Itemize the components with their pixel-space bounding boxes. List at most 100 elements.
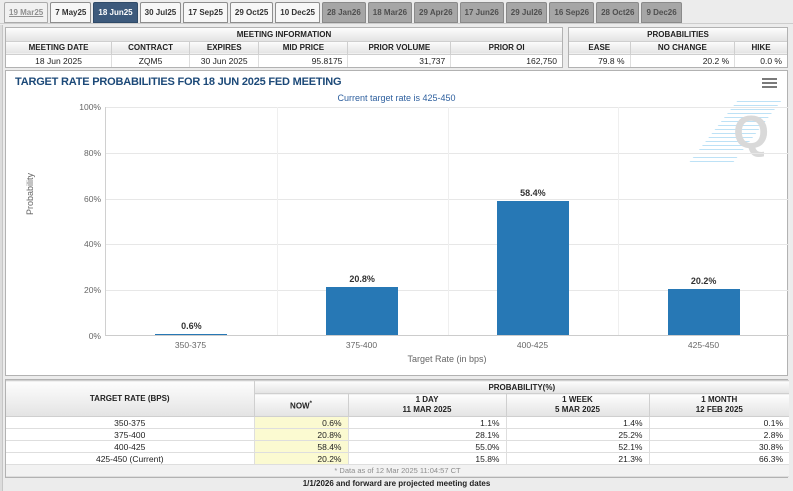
one-day-cell: 55.0% xyxy=(347,440,507,453)
table-row: 375-400 20.8% 28.1% 25.2% 2.8% xyxy=(6,428,790,441)
bar-slot-375-400: 20.8% xyxy=(277,107,448,335)
probability-history-panel: TARGET RATE (BPS) PROBABILITY(%) NOW* 1 … xyxy=(5,379,790,478)
ease-value: 79.8 % xyxy=(569,53,631,67)
bar-375-400[interactable] xyxy=(326,287,399,335)
x-axis-categories: 350-375 375-400 400-425 425-450 xyxy=(105,340,789,350)
col-no-change: NO CHANGE xyxy=(629,41,736,55)
bar-slot-350-375: 0.6% xyxy=(106,107,277,335)
probabilities-title: PROBABILITIES xyxy=(569,28,787,42)
now-cell: 20.2% xyxy=(253,452,349,465)
tab-28-jan26[interactable]: 28 Jan26 xyxy=(321,2,366,23)
one-month-cell: 0.1% xyxy=(648,416,790,429)
one-month-cell: 30.8% xyxy=(648,440,790,453)
x-axis-label: Target Rate (in bps) xyxy=(407,354,487,364)
mid-price-value: 95.8175 xyxy=(258,53,349,67)
table-row: 425-450 (Current) 20.2% 15.8% 21.3% 66.3… xyxy=(6,452,790,465)
data-as-of-footnote: * Data as of 12 Mar 2025 11:04:57 CT xyxy=(6,464,790,477)
bar-value-label: 0.6% xyxy=(181,320,202,331)
tab-17-jun26[interactable]: 17 Jun26 xyxy=(459,2,504,23)
left-gutter xyxy=(0,25,3,491)
col-now: NOW* xyxy=(254,393,349,417)
table-row: 350-375 0.6% 1.1% 1.4% 0.1% xyxy=(6,416,790,429)
tab-28-oct26[interactable]: 28 Oct26 xyxy=(596,2,640,23)
xtick-350-375: 350-375 xyxy=(174,340,207,350)
chart-menu-hamburger-icon[interactable] xyxy=(762,78,777,90)
now-footnote-marker: * xyxy=(309,400,312,407)
col-prior-volume: PRIOR VOLUME xyxy=(347,41,452,55)
chart-subtitle: Current target rate is 425-450 xyxy=(337,93,456,103)
tab-16-sep26[interactable]: 16 Sep26 xyxy=(549,2,595,23)
now-cell: 0.6% xyxy=(253,416,349,429)
col-1-day: 1 DAY 11 MAR 2025 xyxy=(347,393,507,417)
meeting-information-title: MEETING INFORMATION xyxy=(6,28,562,42)
tab-7-may25[interactable]: 7 May25 xyxy=(50,2,92,23)
bar-slot-400-425: 58.4% xyxy=(448,107,619,335)
col-mid-price: MID PRICE xyxy=(258,41,349,55)
col-1-week: 1 WEEK 5 MAR 2025 xyxy=(505,393,650,417)
now-cell: 20.8% xyxy=(253,428,349,441)
one-day-cell: 15.8% xyxy=(347,452,507,465)
tab-29-jul26[interactable]: 29 Jul26 xyxy=(505,2,548,23)
bar-425-450[interactable] xyxy=(667,288,740,335)
ytick-0: 0% xyxy=(88,331,101,341)
tab-9-dec26[interactable]: 9 Dec26 xyxy=(641,2,682,23)
col-group-probability: PROBABILITY(%) xyxy=(253,380,790,394)
rate-cell: 400-425 xyxy=(6,440,255,453)
quikstrike-q-watermark-icon: Q xyxy=(688,101,782,165)
no-change-value: 20.2 % xyxy=(629,53,736,67)
one-week-cell: 21.3% xyxy=(505,452,650,465)
bar-400-425[interactable] xyxy=(496,201,569,335)
contract-value: ZQM5 xyxy=(111,53,190,67)
meeting-date-tabbar: 19 Mar25 7 May25 18 Jun25 30 Jul25 17 Se… xyxy=(4,2,682,23)
col-target-rate-bps: TARGET RATE (BPS) xyxy=(6,380,255,417)
one-week-cell: 52.1% xyxy=(505,440,650,453)
tab-30-jul25[interactable]: 30 Jul25 xyxy=(139,2,182,23)
y-axis-label: Probability xyxy=(25,172,35,216)
ytick-20: 20% xyxy=(83,285,101,295)
meeting-information-panel: MEETING INFORMATION MEETING DATE CONTRAC… xyxy=(5,27,563,68)
projected-dates-note: 1/1/2026 and forward are projected meeti… xyxy=(302,479,491,488)
ytick-60: 60% xyxy=(83,194,101,204)
one-week-cell: 1.4% xyxy=(505,416,650,429)
plot-area: 0.6% 20.8% 58.4% 20.2% xyxy=(105,107,790,336)
bar-value-label: 58.4% xyxy=(520,188,546,199)
one-day-cell: 28.1% xyxy=(347,428,507,441)
tab-29-oct25[interactable]: 29 Oct25 xyxy=(229,2,274,23)
xtick-400-425: 400-425 xyxy=(516,340,549,350)
col-1-month: 1 MONTH 12 FEB 2025 xyxy=(648,393,790,417)
vgridline-1 xyxy=(276,107,278,335)
bar-series: 0.6% 20.8% 58.4% 20.2% xyxy=(106,107,789,335)
now-cell: 58.4% xyxy=(253,440,349,453)
tab-19-mar25[interactable]: 19 Mar25 xyxy=(4,2,49,23)
col-meeting-date: MEETING DATE xyxy=(6,41,113,55)
rate-cell: 425-450 (Current) xyxy=(6,452,255,465)
meeting-date-value: 18 Jun 2025 xyxy=(6,53,113,67)
ytick-40: 40% xyxy=(83,239,101,249)
bar-value-label: 20.2% xyxy=(690,275,717,286)
tab-10-dec25[interactable]: 10 Dec25 xyxy=(275,2,320,23)
tab-18-mar26[interactable]: 18 Mar26 xyxy=(367,2,413,23)
target-rate-chart-panel: TARGET RATE PROBABILITIES FOR 18 JUN 202… xyxy=(5,70,790,376)
one-day-cell: 1.1% xyxy=(347,416,507,429)
expires-value: 30 Jun 2025 xyxy=(188,53,260,67)
one-month-cell: 2.8% xyxy=(648,428,790,441)
table-row: 400-425 58.4% 55.0% 52.1% 30.8% xyxy=(6,440,790,453)
hike-value: 0.0 % xyxy=(734,53,787,67)
vgridline-4 xyxy=(789,107,790,335)
xtick-375-400: 375-400 xyxy=(345,340,378,350)
tab-29-apr26[interactable]: 29 Apr26 xyxy=(414,2,458,23)
col-hike: HIKE xyxy=(734,41,787,55)
bar-350-375[interactable] xyxy=(155,333,228,335)
ytick-100: 100% xyxy=(79,102,101,112)
col-prior-oi: PRIOR OI xyxy=(450,41,562,55)
col-expires: EXPIRES xyxy=(188,41,260,55)
col-contract: CONTRACT xyxy=(111,41,190,55)
tab-17-sep25[interactable]: 17 Sep25 xyxy=(183,2,228,23)
col-ease: EASE xyxy=(569,41,631,55)
one-week-cell: 25.2% xyxy=(505,428,650,441)
tab-18-jun25[interactable]: 18 Jun25 xyxy=(93,2,138,23)
tabbar-baseline xyxy=(0,23,793,24)
watermark-letter: Q xyxy=(733,106,769,158)
bar-slot-425-450: 20.2% xyxy=(618,107,789,335)
